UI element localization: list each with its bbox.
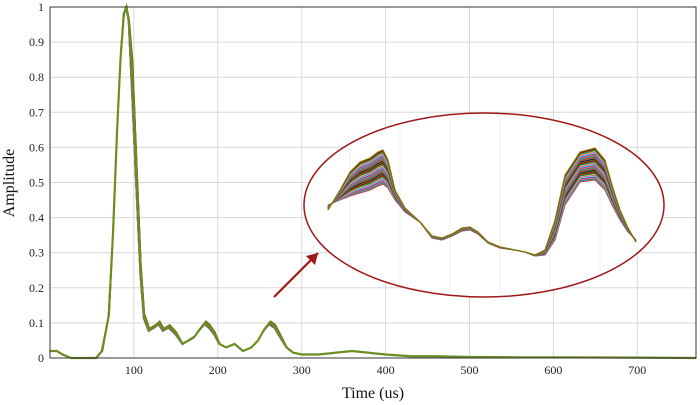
x-tick-label-3: 400 xyxy=(377,363,395,377)
zoom-inset-series-39 xyxy=(327,147,637,256)
waveform-series-group xyxy=(49,2,697,360)
y-tick-label-7: 0.7 xyxy=(29,105,44,119)
x-axis-label: Time (us) xyxy=(342,385,404,402)
plot-frame xyxy=(49,6,697,359)
y-tick-label-0: 0 xyxy=(38,351,44,365)
y-tick-label-3: 0.3 xyxy=(29,246,44,260)
x-tick-label-5: 600 xyxy=(544,363,562,377)
y-tick-label-5: 0.5 xyxy=(29,176,44,190)
x-tick-label-2: 300 xyxy=(293,363,311,377)
y-tick-label-9: 0.9 xyxy=(29,35,44,49)
y-tick-label-6: 0.6 xyxy=(29,140,44,154)
x-tick-label-1: 200 xyxy=(209,363,227,377)
x-tick-label-6: 700 xyxy=(628,363,646,377)
y-tick-label-8: 0.8 xyxy=(29,70,44,84)
zoom-ellipse xyxy=(303,112,665,298)
tick-labels: 100 200 300 400 500 600 700 0 0.1 0.2 0.3 0.4 0.5 0.6… xyxy=(29,0,646,377)
x-tick-label-0: 100 xyxy=(125,363,143,377)
zoom-arrow-head xyxy=(306,253,318,265)
y-axis-label: Amplitude xyxy=(1,149,18,217)
y-tick-label-1: 0.1 xyxy=(29,316,44,330)
y-tick-label-10: 1 xyxy=(38,0,44,14)
x-tick-label-4: 500 xyxy=(460,363,478,377)
zoom-inset-group xyxy=(273,112,665,298)
waveform-envelope xyxy=(50,2,697,360)
zoom-inset-curves xyxy=(327,147,637,257)
y-tick-label-2: 0.2 xyxy=(29,281,44,295)
y-tick-label-4: 0.4 xyxy=(29,211,44,225)
